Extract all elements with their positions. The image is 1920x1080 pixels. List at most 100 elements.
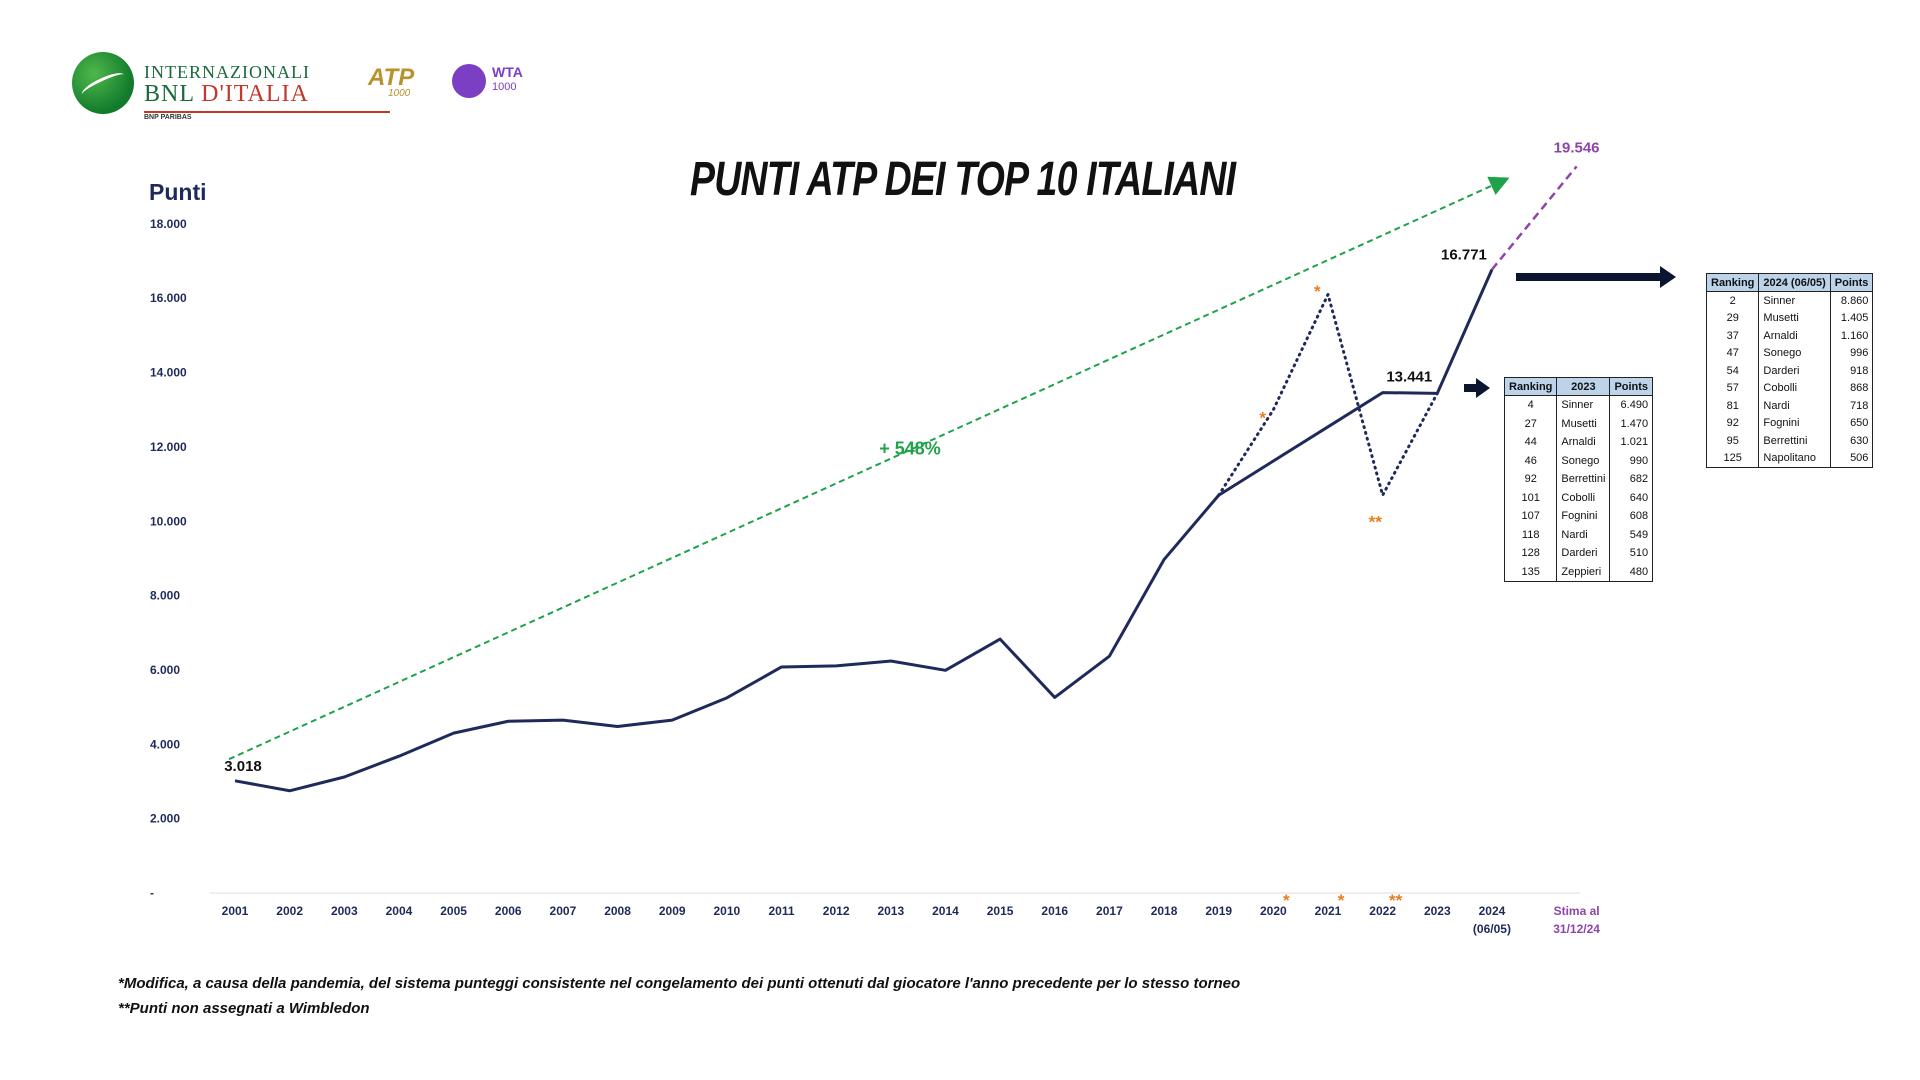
y-tick-label: 16.000 — [150, 291, 187, 305]
asterisk-marker: * — [1259, 408, 1266, 427]
y-ticks: - 2.000 4.000 6.000 8.000 10.000 12.000 14.000 1… — [150, 217, 1580, 900]
table-cell: 682 — [1609, 470, 1654, 489]
table-cell: Darderi — [1758, 362, 1831, 380]
x-tick-label: 2016 — [1041, 904, 1068, 918]
x-tick-label: 2007 — [550, 904, 577, 918]
table-cell: Musetti — [1758, 309, 1831, 327]
y-axis-label: Punti — [149, 179, 207, 205]
data-label: 3.018 — [224, 758, 262, 775]
table-cell: Zeppieri — [1556, 562, 1611, 582]
table-header-row: Ranking 2024 (06/05) Points — [1705, 273, 1874, 292]
table-cell: 4 — [1503, 395, 1558, 415]
y-tick-label: 18.000 — [150, 217, 187, 231]
x-tick-estimate-line2: 31/12/24 — [1553, 922, 1600, 936]
table-cell: 37 — [1705, 327, 1760, 345]
table-cell: 47 — [1705, 344, 1760, 362]
table-arrows — [1464, 266, 1676, 398]
x-tick-estimate-line1: Stima al — [1554, 904, 1600, 918]
table-cell: 46 — [1503, 451, 1558, 470]
table-cell: 608 — [1609, 507, 1654, 526]
table-row: 107 Fognini 608 — [1503, 507, 1654, 526]
atp-logo-sub: 1000 — [388, 88, 411, 99]
table-cell: 549 — [1609, 525, 1654, 544]
x-tick-label: 2004 — [386, 904, 413, 918]
table-cell: Cobolli — [1556, 488, 1611, 507]
table-cell: Nardi — [1556, 525, 1611, 544]
x-tick-label: 2010 — [713, 904, 740, 918]
footnote-pandemic: *Modifica, a causa della pandemia, del s… — [118, 975, 1241, 992]
table-cell: Musetti — [1556, 414, 1611, 433]
x-tick-label: 2011 — [768, 904, 794, 918]
table-cell: 640 — [1609, 488, 1654, 507]
asterisk-marker: ** — [1369, 513, 1383, 532]
table-cell: 918 — [1829, 362, 1874, 380]
y-tick-label: 14.000 — [150, 366, 187, 380]
table-cell: 118 — [1503, 525, 1558, 544]
x-tick-label: 2022 — [1369, 904, 1396, 918]
brand-bnl: BNL — [144, 81, 195, 107]
wta-logo-icon — [452, 64, 486, 98]
x-ticks: 2001 2002 2003 2004 2005 2006 2007 2008 2009 2010… — [222, 904, 1601, 936]
table-cell: 95 — [1705, 432, 1760, 450]
table-cell: Arnaldi — [1758, 327, 1831, 345]
table-2023: Ranking 2023 Points 4 Sinner 6.490 27 Musetti 1.… — [1503, 377, 1654, 582]
table-cell: 92 — [1705, 414, 1760, 432]
table-cell: 107 — [1503, 507, 1558, 526]
table-cell: 54 — [1705, 362, 1760, 380]
table-row: 44 Arnaldi 1.021 — [1503, 433, 1654, 452]
asterisk-marker: * — [1314, 282, 1321, 301]
axis-asterisk-marker: * — [1283, 891, 1290, 910]
table-cell: 2 — [1705, 291, 1760, 310]
atp-logo: ATP — [368, 64, 415, 91]
table-cell: 8.860 — [1829, 291, 1874, 310]
table-cell: 480 — [1609, 562, 1654, 582]
table-header-cell: 2023 — [1556, 377, 1611, 396]
table-row: 2 Sinner 8.860 — [1705, 291, 1874, 310]
table-cell: 510 — [1609, 544, 1654, 563]
x-tick-label: 2006 — [495, 904, 522, 918]
table-row: 46 Sonego 990 — [1503, 451, 1654, 470]
table-row: 57 Cobolli 868 — [1705, 379, 1874, 397]
arrow-2023-head — [1476, 378, 1490, 398]
x-tick-label: 2019 — [1205, 904, 1232, 918]
brand-line1: INTERNAZIONALI — [144, 62, 310, 82]
table-row: 118 Nardi 549 — [1503, 525, 1654, 544]
brand-underline — [144, 111, 390, 113]
table-header-row: Ranking 2023 Points — [1503, 377, 1654, 396]
table-row: 27 Musetti 1.470 — [1503, 414, 1654, 433]
table-cell: Sonego — [1758, 344, 1831, 362]
footnote-wimbledon: **Punti non assegnati a Wimbledon — [118, 1000, 370, 1017]
table-cell: 630 — [1829, 432, 1874, 450]
table-row: 4 Sinner 6.490 — [1503, 395, 1654, 415]
table-cell: 1.405 — [1829, 309, 1874, 327]
trend-line — [228, 176, 1510, 761]
axis-asterisk-marker: ** — [1389, 891, 1403, 910]
y-tick-label: 4.000 — [150, 737, 180, 751]
table-cell: Napolitano — [1758, 449, 1831, 468]
x-tick-label: 2003 — [331, 904, 358, 918]
x-tick-label: 2001 — [222, 904, 249, 918]
table-row: 125 Napolitano 506 — [1705, 449, 1874, 468]
series-line-2 — [1490, 165, 1578, 271]
x-tick-label: 2017 — [1096, 904, 1123, 918]
table-row: 101 Cobolli 640 — [1503, 488, 1654, 507]
table-header-cell: Points — [1829, 273, 1874, 292]
table-cell: 57 — [1705, 379, 1760, 397]
table-cell: 1.470 — [1609, 414, 1654, 433]
table-cell: 650 — [1829, 414, 1874, 432]
x-tick-label: 2024 — [1479, 904, 1506, 918]
table-cell: Darderi — [1556, 544, 1611, 563]
x-tick-label: 2008 — [604, 904, 631, 918]
y-tick-label: 10.000 — [150, 514, 187, 528]
table-cell: 29 — [1705, 309, 1760, 327]
wta-logo: WTA — [492, 64, 523, 80]
trend-label: + 548% — [879, 438, 941, 458]
arrow-2023-shaft — [1464, 384, 1478, 392]
table-cell: 6.490 — [1609, 395, 1654, 415]
table-cell: 868 — [1829, 379, 1874, 397]
x-tick-label: 2013 — [877, 904, 904, 918]
x-tick-sublabel: (06/05) — [1473, 922, 1511, 936]
brand-logos: INTERNAZIONALI BNL D'ITALIA BNP PARIBAS … — [72, 48, 552, 123]
table-cell: Sinner — [1556, 395, 1611, 415]
